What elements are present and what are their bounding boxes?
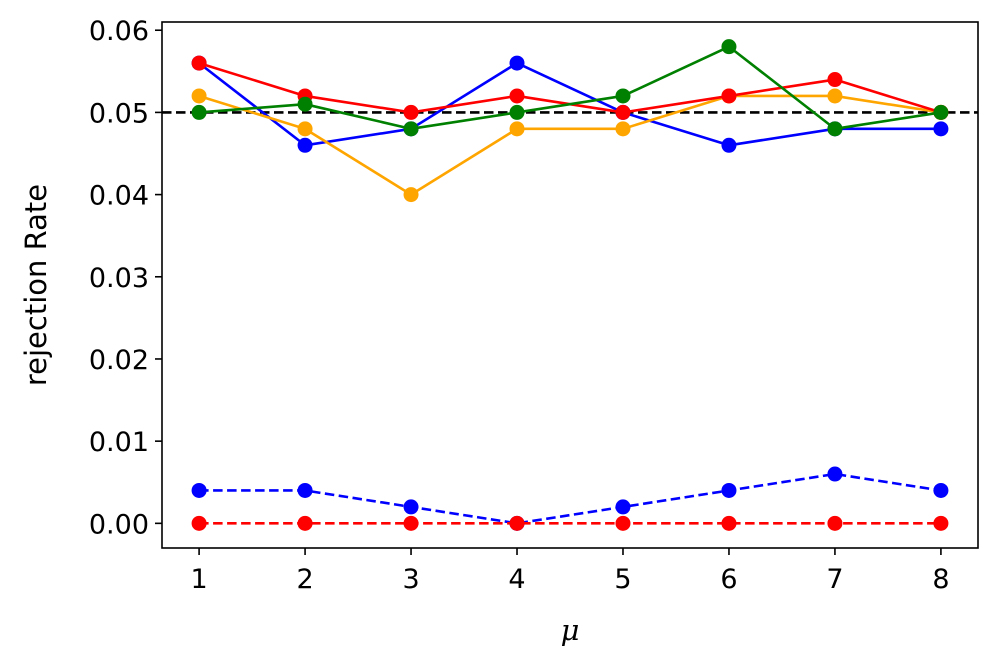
data-point-s4-3 (403, 121, 419, 137)
data-point-s2-4 (509, 121, 525, 137)
y-tick-label: 0.05 (89, 98, 149, 129)
y-tick-label: 0.02 (89, 345, 149, 376)
data-point-s1-2 (297, 137, 313, 153)
data-point-s2-2 (297, 121, 313, 137)
y-tick-label: 0.04 (89, 181, 149, 212)
data-point-s4-1 (191, 104, 207, 120)
plot-area (162, 39, 978, 531)
data-point-s5-2 (297, 482, 313, 498)
plot-frame (161, 21, 979, 549)
data-point-s6-8 (933, 515, 949, 531)
data-point-s3-3 (403, 104, 419, 120)
series-line-1 (198, 61, 941, 147)
series-line-2 (198, 94, 942, 196)
series-line-5 (199, 472, 942, 525)
y-tick-label: 0.00 (89, 509, 149, 540)
x-tick-label: 4 (508, 564, 525, 595)
data-point-s2-3 (403, 187, 419, 203)
data-point-s3-1 (191, 55, 207, 71)
x-tick-label: 5 (614, 564, 631, 595)
x-axis-label: μ (561, 613, 580, 647)
data-point-s5-7 (827, 466, 843, 482)
series-line-4 (198, 45, 942, 131)
data-point-s5-5 (615, 499, 631, 515)
data-point-s4-6 (721, 39, 737, 55)
data-point-s6-7 (827, 515, 843, 531)
y-tick-label: 0.03 (89, 263, 149, 294)
data-point-s6-2 (297, 515, 313, 531)
data-point-s2-1 (191, 88, 207, 104)
x-tick-label: 1 (190, 564, 207, 595)
data-point-s2-7 (827, 88, 843, 104)
data-point-s6-1 (191, 515, 207, 531)
data-point-s4-2 (297, 96, 313, 112)
data-point-s1-8 (933, 121, 949, 137)
data-point-s6-5 (615, 515, 631, 531)
data-point-s5-8 (933, 482, 949, 498)
data-point-s3-7 (827, 72, 843, 88)
data-point-s4-5 (615, 88, 631, 104)
x-tick-label: 2 (296, 564, 313, 595)
data-point-s5-1 (191, 482, 207, 498)
data-point-s3-4 (509, 88, 525, 104)
x-tick-label: 7 (826, 564, 843, 595)
data-point-s6-3 (403, 515, 419, 531)
data-point-s4-7 (827, 121, 843, 137)
y-tick-label: 0.06 (89, 16, 149, 47)
y-tick-label: 0.01 (89, 427, 149, 458)
x-tick-label: 8 (932, 564, 949, 595)
data-point-s3-6 (721, 88, 737, 104)
y-axis-label: rejection Rate (19, 184, 53, 386)
axes: 1 2 3 4 5 6 7 8 0.00 0.01 0.02 0.03 0.04 0.05 0.06 (89, 16, 979, 595)
data-point-s5-6 (721, 482, 737, 498)
data-point-s6-4 (509, 515, 525, 531)
x-tick-label: 3 (402, 564, 419, 595)
data-point-s4-4 (509, 104, 525, 120)
data-point-s1-6 (721, 137, 737, 153)
data-point-s4-8 (933, 104, 949, 120)
data-point-s6-6 (721, 515, 737, 531)
data-point-s5-3 (403, 499, 419, 515)
data-point-s1-4 (509, 55, 525, 71)
data-point-s2-5 (615, 121, 631, 137)
data-point-s3-5 (615, 104, 631, 120)
x-tick-label: 6 (720, 564, 737, 595)
